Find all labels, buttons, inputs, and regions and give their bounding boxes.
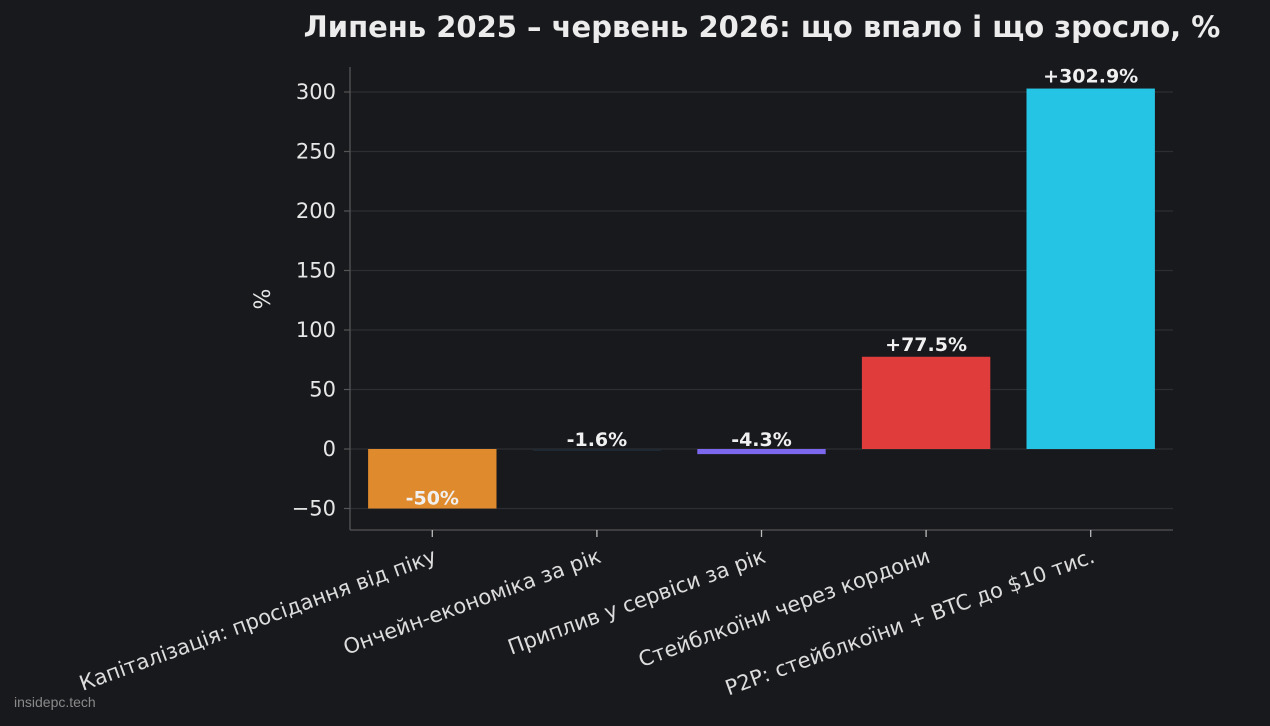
data-label: +302.9% <box>1043 66 1138 88</box>
data-label: -50% <box>406 488 459 510</box>
chart-title: Липень 2025 – червень 2026: що впало і щ… <box>304 10 1221 44</box>
y-axis-ticks: −50 0 50 100 150 200 250 300 <box>292 80 350 521</box>
y-axis-label: % <box>251 289 276 310</box>
bar <box>368 449 497 509</box>
y-tick-label: 300 <box>296 80 336 104</box>
data-labels: -50% -1.6% -4.3% +77.5% +302.9% <box>406 66 1139 510</box>
x-tick-label: Стейблкоїни через кордони <box>635 544 933 672</box>
bar <box>1026 88 1155 449</box>
y-tick-label: 200 <box>296 199 336 223</box>
y-tick-label: −50 <box>292 497 336 521</box>
watermark: insidepc.tech <box>14 694 96 710</box>
x-axis-ticks: Капіталізація: просідання від пікуОнчейн… <box>76 530 1098 700</box>
y-tick-label: 50 <box>309 378 336 402</box>
y-tick-label: 150 <box>296 259 336 283</box>
y-tick-label: 0 <box>323 437 336 461</box>
data-label: -1.6% <box>567 429 628 451</box>
bars <box>368 88 1155 509</box>
x-tick-label: Ончейн-економіка за рік <box>340 544 604 660</box>
bar <box>861 356 991 449</box>
bar <box>697 449 826 455</box>
data-label: -4.3% <box>731 429 792 451</box>
y-tick-label: 250 <box>296 140 336 164</box>
bar <box>532 449 662 451</box>
data-label: +77.5% <box>885 334 967 356</box>
y-tick-label: 100 <box>296 318 336 342</box>
x-tick-label: Приплив у сервіси за рік <box>505 544 769 660</box>
